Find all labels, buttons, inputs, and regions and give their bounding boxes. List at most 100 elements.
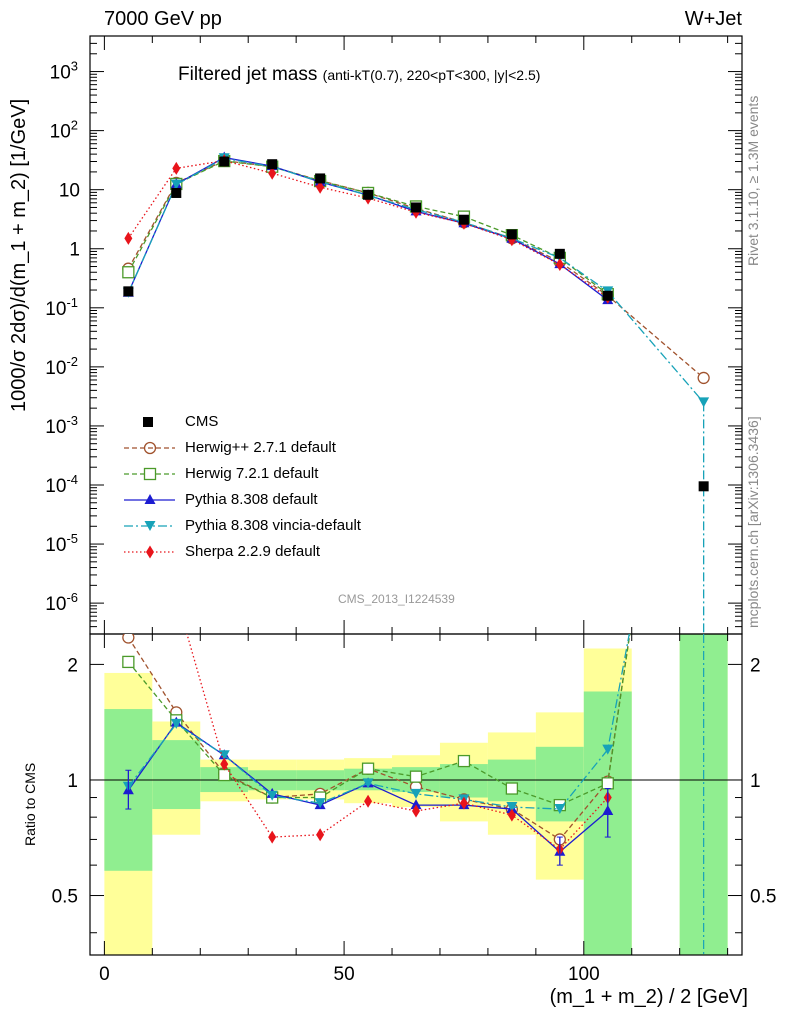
series-line-1 (127, 160, 609, 295)
series-4-point-3 (268, 166, 277, 180)
chart-title-cuts: (anti-kT(0.7), 220<pT<300, |y|<2.5) (322, 67, 541, 83)
beam-label: 7000 GeV pp (104, 8, 222, 30)
legend-label-herwigpp: Herwig++ 2.7.1 default (185, 439, 336, 456)
y-tick-label-exp-5: 10-1 (45, 295, 78, 320)
chart-title-main: Filtered jet mass (178, 64, 318, 85)
legend-item-data: CMS (120, 410, 420, 434)
ratio-3-point-5 (362, 778, 374, 789)
ratio-1-point-6 (409, 770, 423, 783)
ratio-3-point-8 (506, 802, 518, 813)
ratio-4-point-3 (268, 830, 277, 844)
x-tick-label-0: 0 (99, 964, 110, 985)
ratio-3-point-10 (602, 744, 614, 755)
ratio-4-point-6 (412, 804, 420, 818)
data-point-6 (411, 202, 421, 213)
ratio-tick-label-left-0.5: 0.5 (52, 887, 78, 908)
ratio-tick-label-right-1: 1 (750, 771, 761, 792)
ratio-0-point-0 (122, 634, 135, 644)
data-point-7 (458, 214, 469, 225)
legend-label-herwig7: Herwig 7.2.1 default (185, 465, 319, 482)
ratio-1-point-5 (361, 762, 375, 775)
legend-marker-herwig7 (124, 467, 175, 481)
ratio-4-point-8 (507, 808, 516, 822)
data-point-1 (171, 187, 182, 198)
data-point-5 (363, 189, 374, 200)
legend-marker-sherpa (124, 545, 175, 559)
legend-label-sherpa: Sherpa 2.2.9 default (185, 543, 321, 560)
y-tick-label-2: 102 (50, 118, 78, 143)
ratio-3-point-9 (554, 804, 566, 815)
y-tick-label-exp-1: 10-5 (45, 531, 78, 556)
ratio-3-point-1 (170, 718, 182, 729)
ratio-4-point-2 (220, 757, 229, 771)
data-point-2 (219, 156, 230, 167)
legend-item-herwig7: Herwig 7.2.1 default (120, 462, 420, 486)
y-tick-label-1: 10 (59, 181, 80, 202)
ratio-line-3 (127, 634, 630, 810)
ratio-y-axis-label: Ratio to CMS (22, 762, 38, 846)
legend-marker-pythia (124, 494, 175, 504)
y-tick-label-exp-2: 10-4 (45, 472, 78, 497)
data-point-11 (698, 481, 709, 492)
ratio-1-point-10 (601, 777, 614, 790)
legend-label-data: CMS (185, 413, 219, 430)
data-point-9 (554, 248, 565, 259)
ratio-series (122, 565, 705, 955)
ratio-3-point-6 (410, 788, 422, 799)
process-label: W+Jet (684, 8, 742, 30)
data-point-0 (123, 286, 134, 297)
ratio-4-point-4 (316, 828, 325, 842)
ratio-line-1 (127, 634, 631, 806)
ratio-line-0 (127, 634, 631, 841)
ratio-1-point-0 (122, 655, 135, 669)
band-inner-1 (152, 740, 201, 810)
ratio-3-point-3 (266, 790, 278, 801)
ratio-2-point-6 (410, 799, 422, 810)
ratio-tick-label-right-2: 2 (750, 655, 761, 676)
x-tick-label-100: 100 (568, 964, 600, 985)
legend-marker-data (143, 417, 153, 427)
legend-label-pythia: Pythia 8.308 default (185, 491, 318, 508)
legend-marker-vincia (124, 521, 175, 531)
series-3-point-1 (170, 179, 182, 190)
ratio-tick-label-left-2: 2 (67, 655, 78, 676)
series-line-0 (127, 159, 705, 379)
ratio-tick-label-left-1: 1 (67, 771, 78, 792)
series-4-point-0 (124, 231, 133, 245)
legend-item-vincia: Pythia 8.308 vincia-default (120, 514, 420, 538)
ratio-4-point-5 (364, 794, 373, 808)
ratio-1-point-8 (505, 782, 519, 795)
x-axis-label: (m_1 + m_2) / 2 [GeV] (549, 986, 748, 1008)
ratio-1-point-2 (218, 768, 231, 782)
source-label: mcplots.cern.ch [arXiv:1306.3436] (745, 416, 761, 628)
series-0-point-11 (697, 371, 710, 385)
ratio-3-point-4 (314, 798, 326, 809)
data-point-3 (267, 159, 278, 170)
series-4-point-1 (172, 161, 181, 175)
series-1-point-0 (122, 266, 135, 279)
ratio-1-point-7 (457, 754, 471, 768)
ratio-tick-label-right-0.5: 0.5 (750, 887, 776, 908)
ratio-line-4 (186, 634, 609, 851)
legend-label-vincia: Pythia 8.308 vincia-default (185, 517, 361, 534)
series-line-4 (127, 159, 609, 298)
series-line-3 (127, 157, 705, 403)
series-line-2 (127, 156, 609, 301)
ratio-4-point-7 (459, 796, 468, 810)
ratio-4-point-1 (172, 590, 180, 603)
chart-title: Filtered jet mass (anti-kT(0.7), 220<pT<… (178, 64, 540, 86)
legend-item-sherpa: Sherpa 2.2.9 default (120, 540, 420, 564)
band-inner-7 (439, 764, 488, 798)
y-tick-label-exp-3: 10-3 (45, 413, 78, 438)
y-tick-label-exp-4: 10-2 (45, 354, 78, 379)
y-tick-label-0: 1 (69, 240, 80, 261)
analysis-watermark: CMS_2013_I1224539 (338, 592, 455, 606)
series-4-point-9 (555, 258, 564, 272)
y-tick-label-exp-0: 10-6 (45, 590, 78, 615)
rivet-version-label: Rivet 3.1.10, ≥ 1.3M events (745, 95, 761, 266)
legend-item-pythia: Pythia 8.308 default (120, 488, 420, 512)
x-tick-label-50: 50 (334, 964, 355, 985)
ratio-4-point-0 (124, 565, 132, 578)
series-4-point-4 (316, 180, 325, 194)
